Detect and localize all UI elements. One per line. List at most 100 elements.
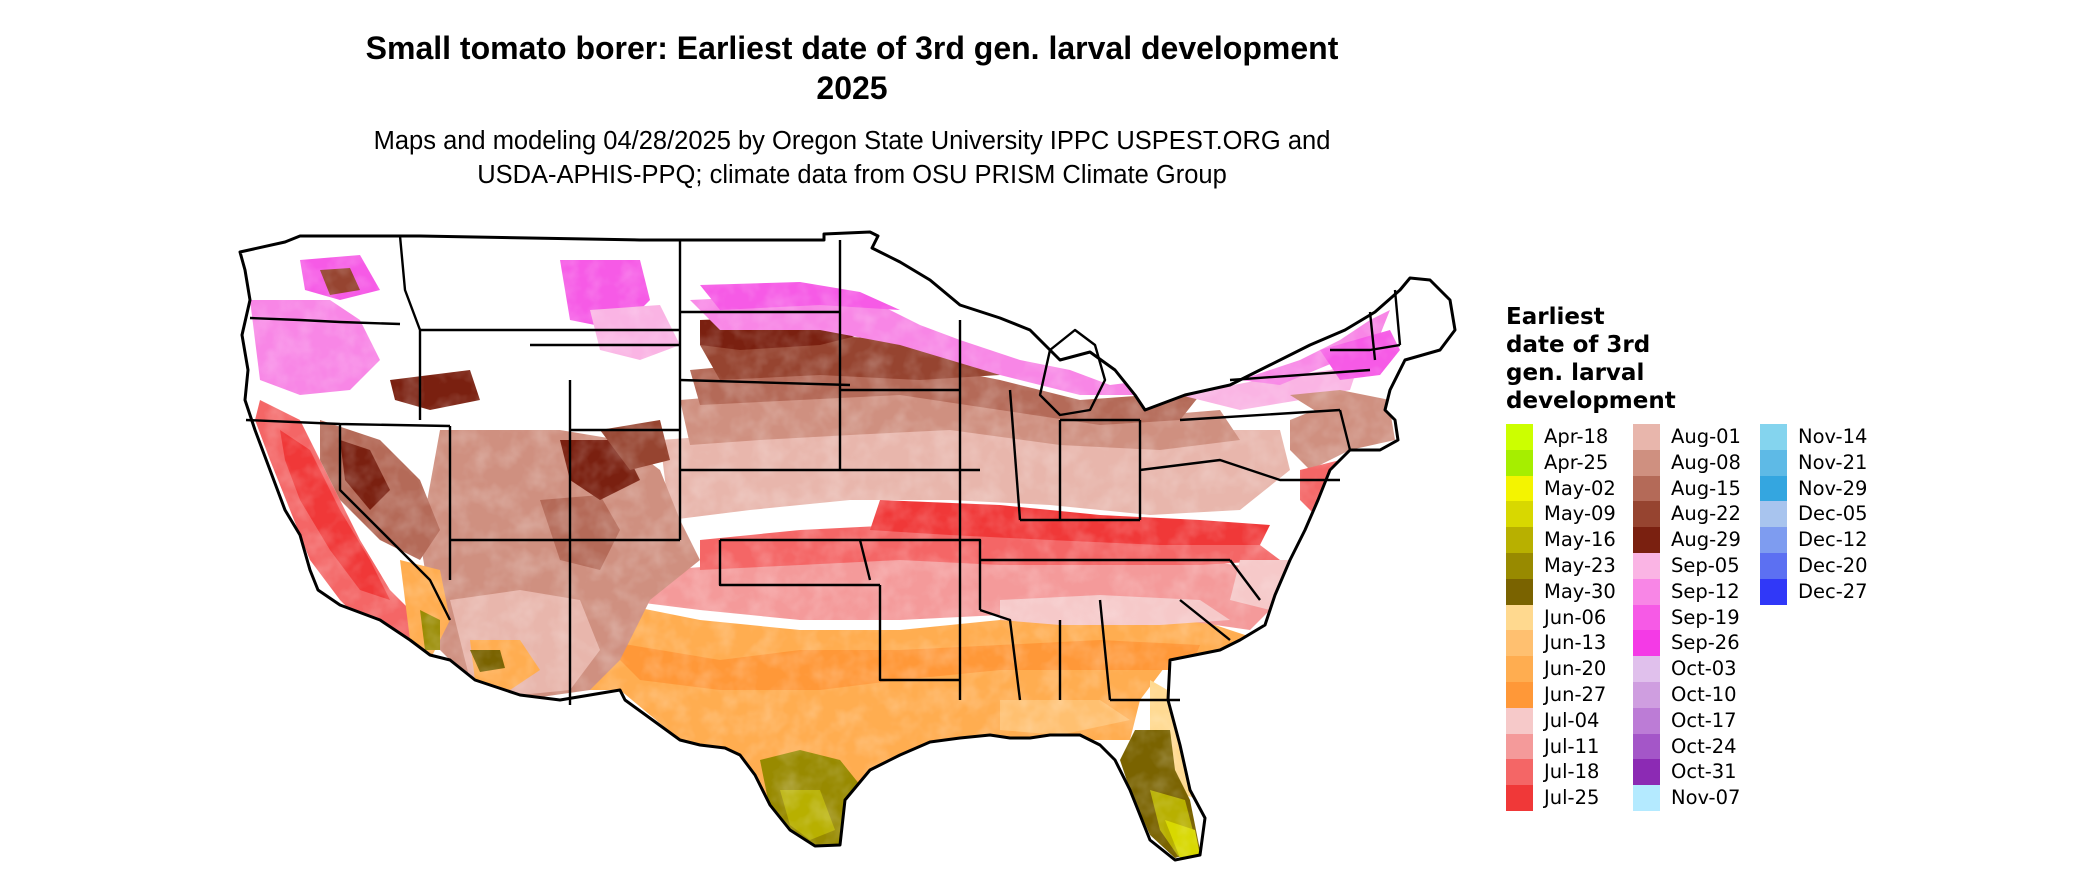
legend-item: Nov-07 xyxy=(1633,785,1759,811)
legend-swatch xyxy=(1506,424,1533,450)
legend-item: Sep-05 xyxy=(1633,552,1759,579)
legend-item: Apr-18 xyxy=(1506,424,1632,450)
legend-swatch xyxy=(1506,501,1533,528)
legend-item: Dec-12 xyxy=(1760,527,1886,553)
map-subtitle-line-1: Maps and modeling 04/28/2025 by Oregon S… xyxy=(373,127,1331,155)
legend-swatch xyxy=(1633,604,1660,631)
legend-item: Sep-26 xyxy=(1633,630,1759,657)
legend-label: Dec-27 xyxy=(1798,579,1868,603)
legend-item: Jun-27 xyxy=(1506,681,1632,708)
legend-label: Sep-26 xyxy=(1671,631,1740,655)
legend-label: Oct-17 xyxy=(1671,708,1737,732)
legend-item: Dec-20 xyxy=(1760,552,1886,579)
legend-swatch xyxy=(1633,707,1660,734)
legend-swatch xyxy=(1633,656,1660,682)
legend-item: Sep-12 xyxy=(1633,578,1759,605)
legend-label: Aug-29 xyxy=(1671,528,1741,552)
legend-item: Aug-01 xyxy=(1633,424,1759,450)
map-subtitle: Maps and modeling 04/28/2025 by Oregon S… xyxy=(220,124,1484,192)
legend-label: Nov-14 xyxy=(1798,425,1868,448)
legend-item: Oct-03 xyxy=(1633,656,1759,682)
legend-swatch xyxy=(1506,527,1533,553)
legend-label: Aug-15 xyxy=(1671,476,1741,500)
legend-swatch xyxy=(1633,759,1660,786)
legend-label: Aug-01 xyxy=(1671,425,1741,448)
legend-label: Aug-08 xyxy=(1671,450,1741,474)
legend-item: May-30 xyxy=(1506,578,1632,605)
legend-item: Nov-21 xyxy=(1760,449,1886,476)
legend-item: Dec-05 xyxy=(1760,501,1886,528)
legend-title-line: development xyxy=(1506,388,1676,414)
legend-swatch xyxy=(1506,656,1533,682)
legend-label: Jun-20 xyxy=(1544,657,1607,681)
legend-swatch xyxy=(1633,630,1660,657)
us-outline xyxy=(238,230,1457,862)
legend-swatch xyxy=(1506,681,1533,708)
legend: Earliest date of 3rd gen. larval develop… xyxy=(1506,303,1868,811)
legend-swatch xyxy=(1506,707,1533,734)
legend-swatch xyxy=(1760,527,1787,553)
legend-item: Oct-17 xyxy=(1633,707,1759,734)
legend-title-line: Earliest xyxy=(1506,304,1605,330)
legend-column: Aug-01 Aug-08 Aug-15 Aug-22 Aug-29 Sep-05 Sep-… xyxy=(1633,424,1759,811)
legend-swatch xyxy=(1633,578,1660,605)
legend-item: Nov-29 xyxy=(1760,475,1886,502)
legend-label: Jun-27 xyxy=(1544,682,1607,706)
legend-item: Jun-13 xyxy=(1506,630,1632,657)
legend-item: Aug-08 xyxy=(1633,449,1759,476)
legend-label: Sep-19 xyxy=(1671,605,1740,629)
legend-item: May-02 xyxy=(1506,475,1632,502)
legend-item: Oct-10 xyxy=(1633,681,1759,708)
legend-label: Apr-18 xyxy=(1544,425,1609,448)
legend-title-line: gen. larval xyxy=(1506,360,1645,386)
legend-label: Jul-04 xyxy=(1544,708,1600,732)
legend-label: May-16 xyxy=(1544,528,1616,552)
legend-item: Aug-29 xyxy=(1633,527,1759,553)
legend-label: Sep-12 xyxy=(1671,579,1740,603)
legend-title: Earliest date of 3rd gen. larval develop… xyxy=(1506,303,1726,415)
legend-item: Jul-18 xyxy=(1506,759,1632,786)
legend-label: Oct-24 xyxy=(1671,734,1737,758)
map-subtitle-line-2: USDA-APHIS-PPQ; climate data from OSU PR… xyxy=(477,161,1227,189)
legend-label: Nov-29 xyxy=(1798,476,1868,500)
legend-swatch xyxy=(1506,449,1533,476)
legend-label: Apr-25 xyxy=(1544,450,1609,474)
legend-item: May-09 xyxy=(1506,501,1632,528)
legend-column: Nov-14 Nov-21 Nov-29 Dec-05 Dec-12 Dec-20 Dec-… xyxy=(1760,424,1886,605)
legend-item: Jul-25 xyxy=(1506,785,1632,811)
legend-label: Jul-18 xyxy=(1544,760,1600,784)
legend-item: Jun-06 xyxy=(1506,604,1632,631)
legend-label: May-02 xyxy=(1544,476,1616,500)
legend-label: May-30 xyxy=(1544,579,1616,603)
legend-item: May-16 xyxy=(1506,527,1632,553)
legend-swatch xyxy=(1633,527,1660,553)
map-title-line-2: 2025 xyxy=(816,70,888,106)
legend-label: Oct-31 xyxy=(1671,760,1737,784)
legend-label: Dec-12 xyxy=(1798,528,1868,552)
legend-label: May-23 xyxy=(1544,553,1616,577)
legend-label: Jun-06 xyxy=(1544,605,1607,629)
map-title: Small tomato borer: Earliest date of 3rd… xyxy=(220,28,1484,108)
legend-swatch xyxy=(1633,681,1660,708)
legend-swatch xyxy=(1506,630,1533,657)
legend-swatch xyxy=(1760,449,1787,476)
legend-swatch xyxy=(1633,552,1660,579)
legend-swatch xyxy=(1506,578,1533,605)
legend-item: Jun-20 xyxy=(1506,656,1632,682)
legend-label: May-09 xyxy=(1544,502,1616,526)
legend-label: Dec-20 xyxy=(1798,553,1868,577)
legend-swatch xyxy=(1760,424,1787,450)
legend-item: Aug-15 xyxy=(1633,475,1759,502)
legend-column: Apr-18 Apr-25 May-02 May-09 May-16 May-23 May-… xyxy=(1506,424,1632,811)
legend-item: Sep-19 xyxy=(1633,604,1759,631)
legend-label: Nov-07 xyxy=(1671,786,1741,810)
legend-item: Nov-14 xyxy=(1760,424,1886,450)
legend-label: Nov-21 xyxy=(1798,450,1868,474)
legend-label: Oct-10 xyxy=(1671,682,1737,706)
legend-swatch xyxy=(1760,475,1787,502)
legend-swatch xyxy=(1506,475,1533,502)
map-title-line-1: Small tomato borer: Earliest date of 3rd… xyxy=(365,30,1339,66)
legend-label: Jun-13 xyxy=(1544,631,1607,655)
legend-label: Dec-05 xyxy=(1798,502,1868,526)
